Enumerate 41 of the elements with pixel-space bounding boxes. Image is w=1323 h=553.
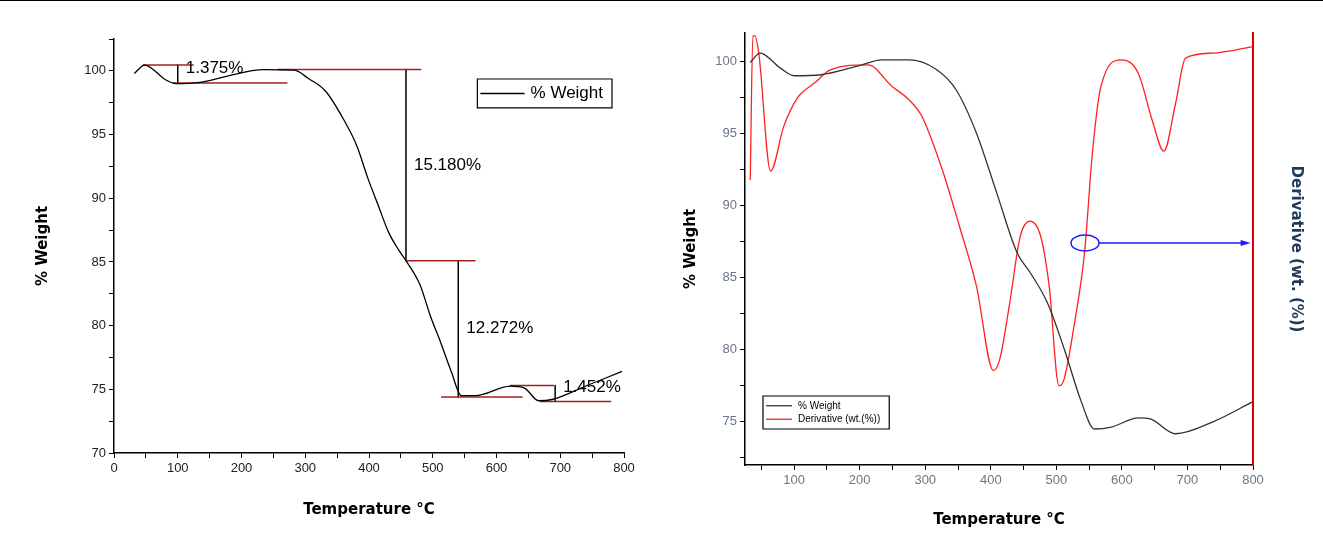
x-tick-label: 200 [230,460,253,476]
x-tick-label: 200 [848,472,871,488]
y-tick-label: 70 [91,444,106,460]
x-tick-label: 300 [914,472,937,488]
x-axis-title: Temperature °C [933,509,1065,528]
x-tick-label: 400 [979,472,1002,488]
x-tick-label: 300 [294,460,317,476]
x-tick-label: 0 [110,460,118,476]
y-tick-label: 85 [91,253,106,269]
x-tick-label: 500 [1045,472,1068,488]
x-tick-label: 700 [549,460,572,476]
y-axis-title: % Weight [680,208,699,290]
x-tick-label: 400 [358,460,380,476]
y-tick-label: 100 [715,53,737,69]
y-tick-label: 95 [722,125,737,141]
y-axis-title: % Weight [32,205,51,287]
x-tick-label: 800 [613,460,635,476]
y-tick-label: 90 [91,189,106,205]
y-tick-label: 80 [722,341,737,357]
y-tick-label: 85 [722,269,737,285]
y-tick-label: 95 [91,126,106,142]
legend-label: % Weight [798,399,841,411]
annotation: 12.272% [466,318,534,338]
x-tick-label: 600 [485,460,508,476]
annotation: 1.375% [185,57,244,77]
x-axis-title: Temperature °C [303,499,435,518]
y-tick-label: 75 [722,413,737,429]
legend-label: Derivative (wt.(%)) [798,413,881,424]
y-tick-label: 80 [91,317,106,333]
annotation: 15.180% [413,154,482,174]
x-tick-label: 800 [1242,472,1264,488]
y-tick-label: 90 [722,197,737,213]
y-tick-label: 100 [84,62,106,78]
x-tick-label: 500 [421,460,444,476]
y2-axis-title: Derivative (wt. (%)) [1288,165,1307,333]
x-tick-label: 100 [166,460,189,476]
y-tick-label: 75 [91,380,106,396]
x-tick-label: 100 [783,472,806,488]
x-tick-label: 700 [1176,472,1199,488]
legend-label: % Weight [530,83,604,103]
x-tick-label: 600 [1111,472,1133,488]
